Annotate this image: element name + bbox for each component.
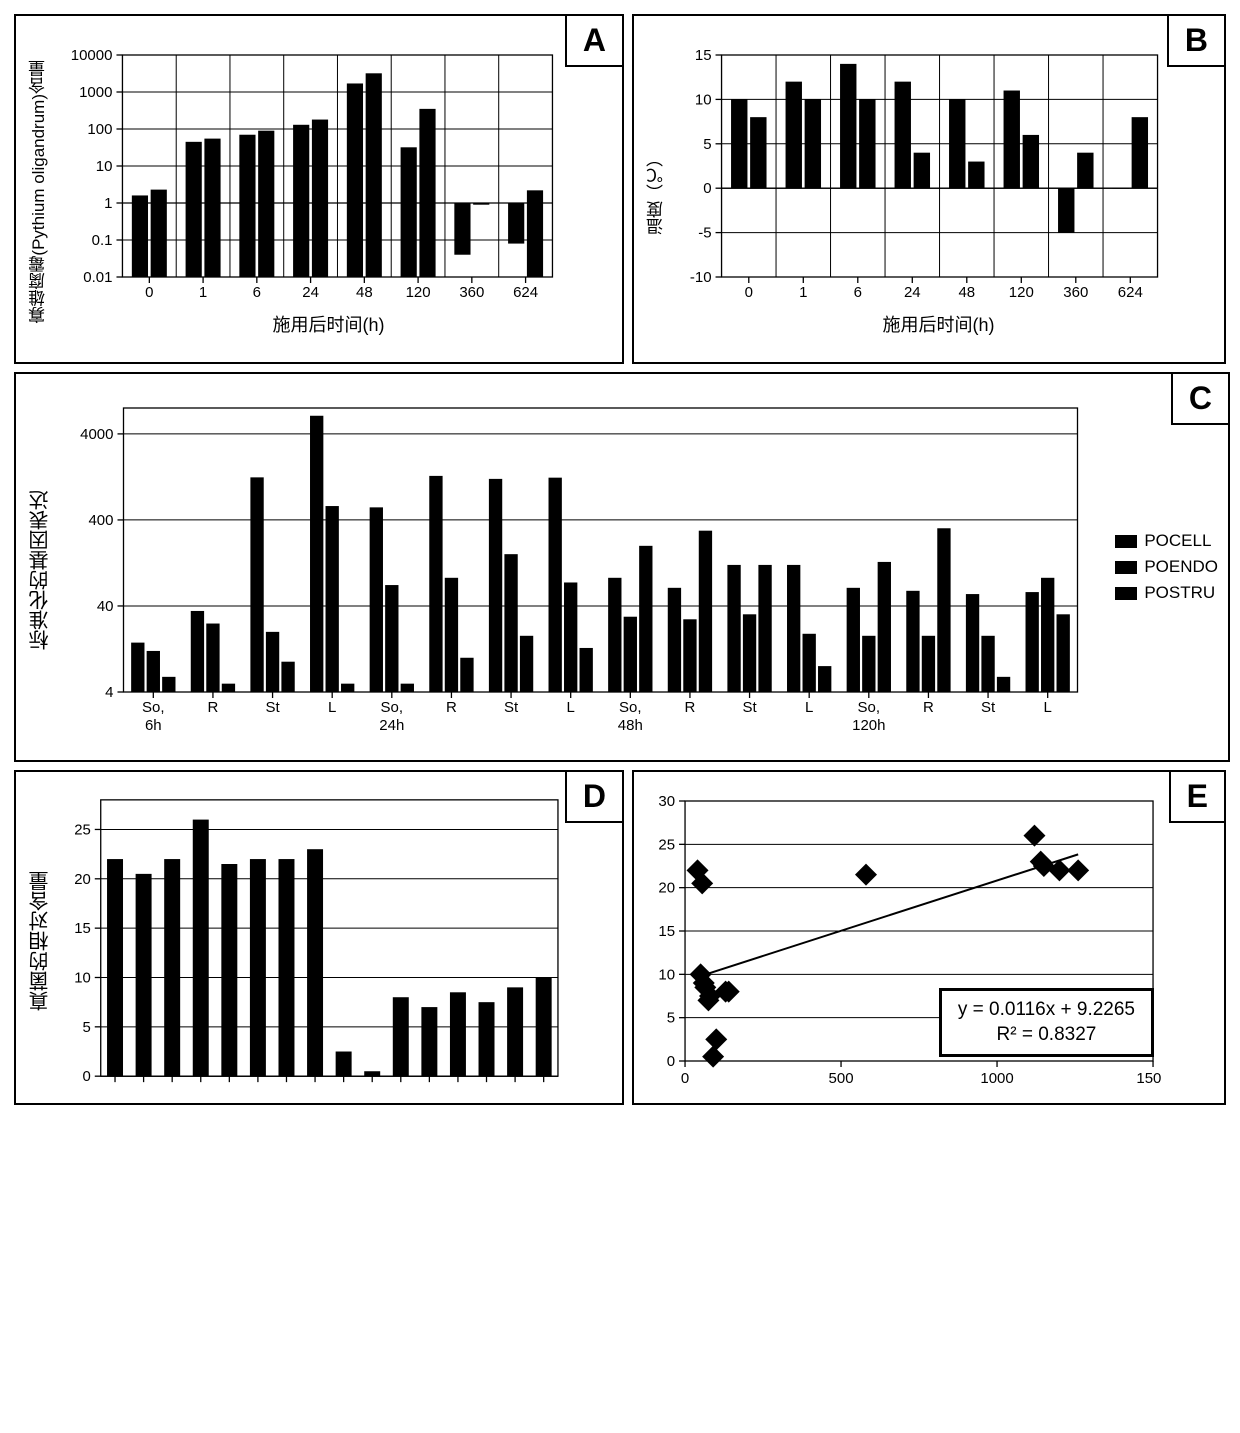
chart-c-ylabel: 标准化的基因表达 <box>24 490 57 650</box>
svg-text:120: 120 <box>406 284 431 301</box>
chart-a-xlabel: 施用后时间(h) <box>53 307 564 337</box>
panel-c: C 标准化的基因表达 4404004000So,6hRStLSo,24hRStL… <box>14 372 1230 762</box>
svg-text:24: 24 <box>904 284 921 301</box>
svg-text:20: 20 <box>74 871 91 887</box>
svg-text:St: St <box>742 699 757 716</box>
panel-b-letter: B <box>1167 14 1226 67</box>
chart-c-plot: 4404004000So,6hRStLSo,24hRStLSo,48hRStLS… <box>57 400 1090 740</box>
svg-text:25: 25 <box>658 836 675 853</box>
svg-text:10000: 10000 <box>71 47 113 64</box>
svg-text:10: 10 <box>96 158 113 175</box>
svg-text:5: 5 <box>703 136 711 153</box>
svg-text:30: 30 <box>658 793 675 810</box>
svg-text:15: 15 <box>658 923 675 940</box>
svg-text:6: 6 <box>253 284 261 301</box>
svg-text:624: 624 <box>1118 284 1143 301</box>
svg-text:48: 48 <box>958 284 975 301</box>
panel-b: B 温度（℃） -10-50510150162448120360624 施用后时… <box>632 14 1226 364</box>
svg-text:1: 1 <box>799 284 807 301</box>
svg-text:4000: 4000 <box>80 426 113 443</box>
svg-text:40: 40 <box>97 598 114 615</box>
chart-e-r2: R² = 0.8327 <box>958 1022 1135 1048</box>
chart-d-ylabel: 真菌的相对含量 <box>24 871 57 1011</box>
chart-b-xlabel: 施用后时间(h) <box>671 307 1166 337</box>
chart-e-equation: y = 0.0116x + 9.2265 <box>958 997 1135 1023</box>
svg-text:St: St <box>265 699 280 716</box>
legend-postru: POSTRU <box>1144 583 1215 603</box>
svg-text:15: 15 <box>74 921 91 937</box>
svg-text:-5: -5 <box>698 225 711 242</box>
legend-pocell: POCELL <box>1144 531 1211 551</box>
svg-text:20: 20 <box>658 879 675 896</box>
svg-text:0: 0 <box>145 284 153 301</box>
svg-text:6h: 6h <box>145 717 162 734</box>
svg-text:-10: -10 <box>690 269 712 286</box>
svg-text:St: St <box>981 699 996 716</box>
svg-text:360: 360 <box>459 284 484 301</box>
svg-text:0.01: 0.01 <box>83 269 112 286</box>
panel-a: A 寡雄腐霉(Pythium oligandrum)含量 0.010.11101… <box>14 14 624 364</box>
svg-text:St: St <box>504 699 519 716</box>
svg-text:So,: So, <box>858 699 881 716</box>
svg-text:100: 100 <box>87 121 112 138</box>
svg-text:L: L <box>328 699 336 716</box>
panel-e: E 0 5 10 15 20 25 30 0 500 1000 1500 y = 0.0116x +… <box>632 770 1226 1105</box>
panel-e-letter: E <box>1169 770 1226 823</box>
chart-c-legend: POCELL POENDO POSTRU <box>1115 525 1218 609</box>
svg-text:R: R <box>446 699 457 716</box>
svg-text:24: 24 <box>302 284 319 301</box>
svg-text:48h: 48h <box>618 717 643 734</box>
panel-c-letter: C <box>1171 372 1230 425</box>
svg-text:0.1: 0.1 <box>92 232 113 249</box>
svg-text:400: 400 <box>88 512 113 529</box>
svg-text:1: 1 <box>104 195 112 212</box>
svg-text:0: 0 <box>681 1070 689 1087</box>
panel-d: D 真菌的相对含量 0 5 10 15 20 25 <box>14 770 624 1105</box>
svg-text:R: R <box>208 699 219 716</box>
svg-text:0: 0 <box>82 1069 90 1085</box>
svg-text:So,: So, <box>381 699 404 716</box>
chart-e-equation-box: y = 0.0116x + 9.2265 R² = 0.8327 <box>939 988 1154 1057</box>
svg-text:So,: So, <box>142 699 165 716</box>
svg-text:L: L <box>1044 699 1052 716</box>
svg-text:10: 10 <box>74 970 91 986</box>
svg-text:R: R <box>685 699 696 716</box>
svg-text:120: 120 <box>1009 284 1034 301</box>
svg-text:10: 10 <box>658 966 675 983</box>
svg-text:4: 4 <box>105 684 113 701</box>
legend-poendo: POENDO <box>1144 557 1218 577</box>
chart-b-plot: -10-50510150162448120360624 <box>671 47 1166 307</box>
svg-text:120h: 120h <box>852 717 885 734</box>
svg-text:5: 5 <box>667 1009 675 1026</box>
svg-text:24h: 24h <box>379 717 404 734</box>
svg-text:0: 0 <box>703 180 711 197</box>
svg-text:L: L <box>567 699 575 716</box>
chart-a-plot: 0.010.11101001000100000162448120360624 <box>53 47 564 307</box>
svg-text:1500: 1500 <box>1136 1070 1162 1087</box>
chart-d-plot: 0 5 10 15 20 25 <box>57 791 564 1091</box>
svg-text:1000: 1000 <box>980 1070 1013 1087</box>
svg-text:1: 1 <box>199 284 207 301</box>
svg-text:500: 500 <box>828 1070 853 1087</box>
svg-text:10: 10 <box>695 91 712 108</box>
svg-text:48: 48 <box>356 284 373 301</box>
chart-b-ylabel: 温度（℃） <box>642 150 671 235</box>
svg-text:6: 6 <box>854 284 862 301</box>
svg-text:360: 360 <box>1063 284 1088 301</box>
chart-a-ylabel: 寡雄腐霉(Pythium oligandrum)含量 <box>24 60 53 324</box>
svg-text:0: 0 <box>667 1053 675 1070</box>
svg-text:25: 25 <box>74 822 91 838</box>
svg-text:R: R <box>923 699 934 716</box>
svg-text:5: 5 <box>82 1019 90 1035</box>
svg-text:So,: So, <box>619 699 642 716</box>
svg-text:15: 15 <box>695 47 712 64</box>
svg-text:1000: 1000 <box>79 84 112 101</box>
svg-text:624: 624 <box>513 284 538 301</box>
panel-d-letter: D <box>565 770 624 823</box>
svg-text:0: 0 <box>745 284 753 301</box>
panel-a-letter: A <box>565 14 624 67</box>
svg-text:L: L <box>805 699 813 716</box>
